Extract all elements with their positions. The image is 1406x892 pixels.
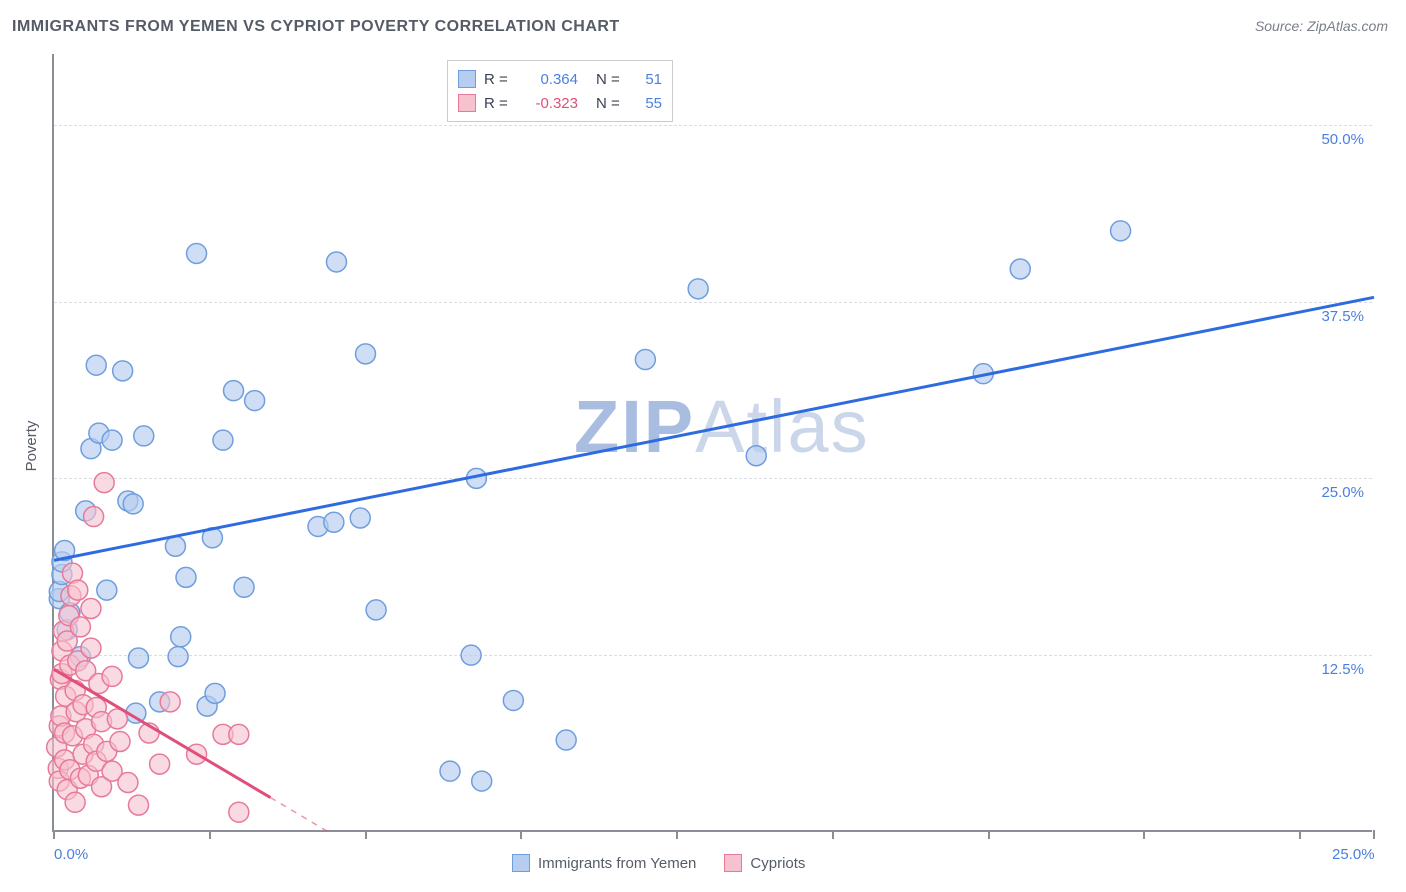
data-point	[70, 617, 90, 637]
data-point	[213, 430, 233, 450]
legend-item: Immigrants from Yemen	[512, 854, 696, 872]
data-point	[94, 473, 114, 493]
data-point	[205, 683, 225, 703]
data-point	[68, 580, 88, 600]
data-point	[123, 494, 143, 514]
x-tick-label: 0.0%	[54, 846, 88, 863]
data-point	[102, 430, 122, 450]
legend-item: Cypriots	[724, 854, 805, 872]
scatter-plot: ZIPAtlas 12.5%25.0%37.5%50.0%0.0%25.0%	[52, 54, 1372, 832]
y-axis-label: Poverty	[23, 421, 40, 472]
data-point	[65, 792, 85, 812]
data-point	[128, 648, 148, 668]
data-point	[245, 391, 265, 411]
n-value: 55	[634, 95, 662, 112]
data-point	[229, 802, 249, 822]
data-point	[110, 731, 130, 751]
data-point	[86, 355, 106, 375]
data-point	[746, 446, 766, 466]
data-point	[356, 344, 376, 364]
data-point	[472, 771, 492, 791]
source-label: Source: ZipAtlas.com	[1255, 18, 1388, 34]
r-label: R =	[484, 95, 514, 112]
correlation-legend: R = 0.364 N = 51 R = -0.323 N = 55	[447, 60, 673, 122]
trend-line	[54, 297, 1374, 560]
data-point	[440, 761, 460, 781]
legend-swatch	[512, 854, 530, 872]
data-point	[350, 508, 370, 528]
n-label: N =	[596, 71, 626, 88]
x-tick-label: 25.0%	[1332, 846, 1375, 863]
data-point	[168, 647, 188, 667]
legend-swatch	[458, 70, 476, 88]
data-point	[81, 638, 101, 658]
data-point	[224, 381, 244, 401]
data-point	[187, 243, 207, 263]
legend-row: R = 0.364 N = 51	[458, 67, 662, 91]
data-point	[134, 426, 154, 446]
data-point	[176, 567, 196, 587]
legend-swatch	[458, 94, 476, 112]
data-point	[1111, 221, 1131, 241]
data-point	[688, 279, 708, 299]
data-point	[635, 350, 655, 370]
data-point	[326, 252, 346, 272]
data-point	[461, 645, 481, 665]
n-label: N =	[596, 95, 626, 112]
data-point	[118, 772, 138, 792]
data-point	[503, 690, 523, 710]
data-point	[113, 361, 133, 381]
data-point	[84, 507, 104, 527]
r-value: 0.364	[522, 71, 578, 88]
data-point	[165, 536, 185, 556]
data-point	[81, 599, 101, 619]
chart-title: IMMIGRANTS FROM YEMEN VS CYPRIOT POVERTY…	[12, 18, 620, 36]
legend-swatch	[724, 854, 742, 872]
plot-svg	[54, 54, 1374, 832]
data-point	[171, 627, 191, 647]
data-point	[234, 577, 254, 597]
r-label: R =	[484, 71, 514, 88]
legend-label: Immigrants from Yemen	[538, 855, 696, 872]
data-point	[324, 512, 344, 532]
trend-line-dashed	[270, 798, 328, 832]
data-point	[556, 730, 576, 750]
data-point	[150, 754, 170, 774]
legend-row: R = -0.323 N = 55	[458, 91, 662, 115]
data-point	[160, 692, 180, 712]
data-point	[1010, 259, 1030, 279]
data-point	[102, 666, 122, 686]
r-value: -0.323	[522, 95, 578, 112]
data-point	[229, 724, 249, 744]
data-point	[366, 600, 386, 620]
n-value: 51	[634, 71, 662, 88]
data-point	[128, 795, 148, 815]
series-legend: Immigrants from Yemen Cypriots	[512, 854, 805, 872]
data-point	[97, 580, 117, 600]
legend-label: Cypriots	[750, 855, 805, 872]
